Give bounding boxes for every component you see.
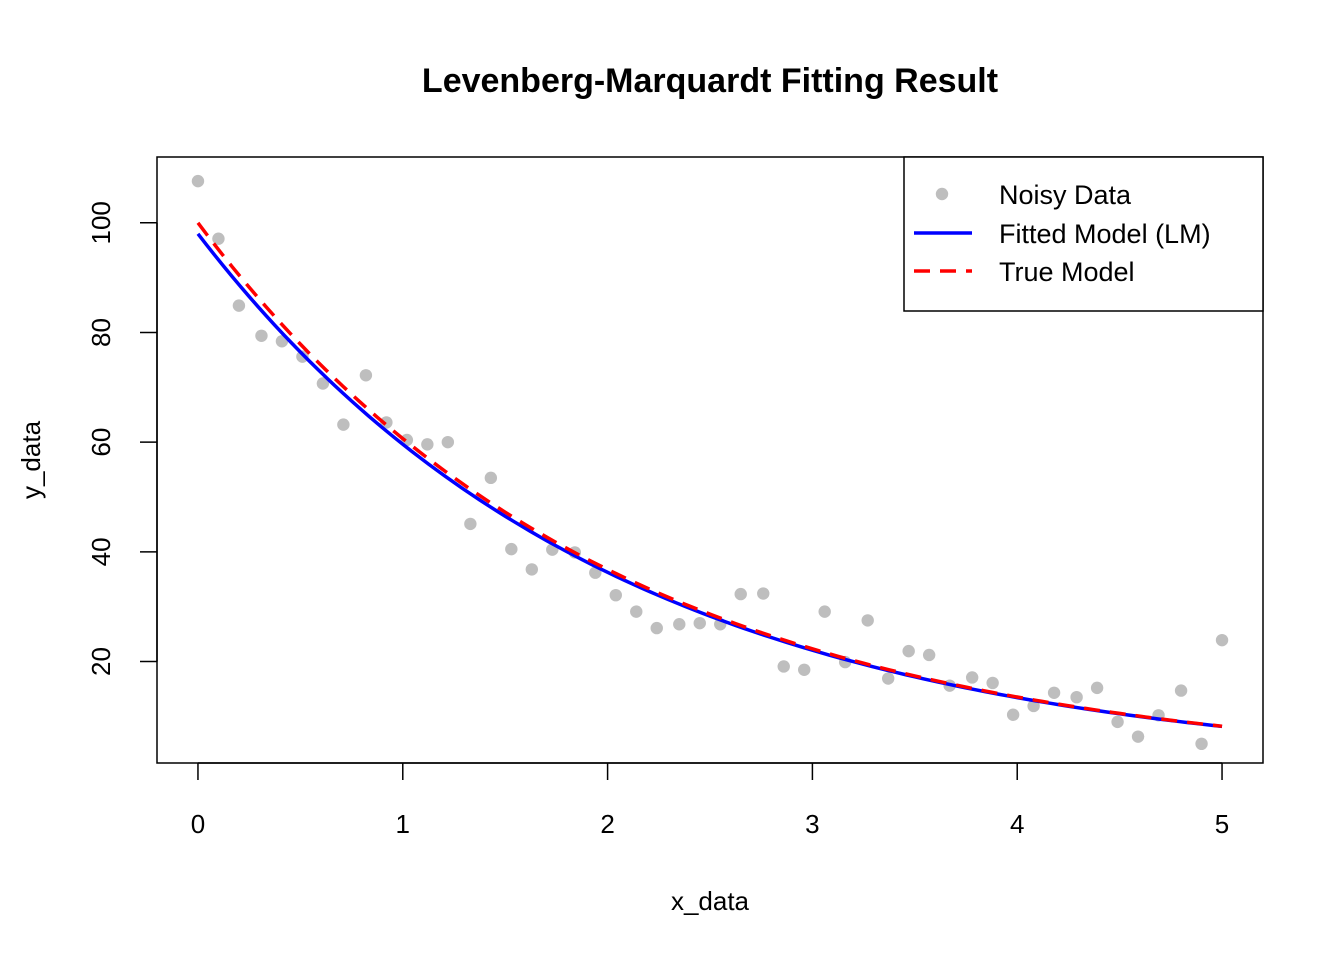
- data-point: [232, 299, 246, 312]
- data-point: [861, 614, 874, 627]
- data-point: [1027, 699, 1040, 713]
- legend-label: True Model: [999, 257, 1135, 287]
- y-tick-label: 20: [86, 647, 116, 676]
- data-point: [1070, 690, 1083, 704]
- model-curves: [196, 221, 1223, 729]
- fitted-model-line: [196, 232, 1223, 729]
- y-axis: 20 40 60 80 100: [86, 201, 158, 676]
- x-tick-label: 1: [396, 809, 410, 839]
- data-point: [1090, 681, 1104, 695]
- data-point: [650, 621, 663, 635]
- legend-label: Noisy Data: [999, 180, 1132, 210]
- data-point: [986, 676, 999, 690]
- data-point: [757, 587, 770, 600]
- y-axis-label: y_data: [16, 420, 46, 499]
- x-tick-label: 5: [1215, 809, 1229, 839]
- data-point: [484, 471, 498, 485]
- data-point: [673, 618, 686, 631]
- data-point: [1174, 684, 1188, 697]
- data-point: [337, 418, 350, 431]
- data-point: [630, 605, 643, 618]
- data-point: [1047, 686, 1061, 700]
- y-tick-label: 80: [86, 318, 116, 347]
- x-tick-label: 2: [600, 809, 614, 839]
- x-tick-label: 3: [805, 809, 819, 839]
- data-point: [296, 350, 309, 363]
- data-point: [902, 644, 915, 658]
- chart-title: Levenberg-Marquardt Fitting Result: [422, 62, 998, 100]
- x-axis-label: x_data: [671, 886, 750, 916]
- data-point: [441, 435, 455, 449]
- data-point: [212, 232, 225, 245]
- y-tick-label: 100: [86, 201, 116, 244]
- data-point: [734, 587, 747, 601]
- data-point: [1006, 708, 1020, 721]
- data-point: [359, 369, 373, 382]
- legend: Noisy Data Fitted Model (LM) True Model: [903, 156, 1264, 312]
- data-point: [777, 660, 790, 673]
- x-axis: 0 1 2 3 4 5: [191, 762, 1229, 839]
- x-tick-label: 4: [1010, 809, 1024, 839]
- data-point: [1131, 730, 1145, 743]
- data-point: [464, 517, 477, 531]
- data-point: [922, 648, 936, 662]
- true-model-line: [196, 221, 1223, 728]
- legend-label: Fitted Model (LM): [999, 219, 1211, 249]
- data-point: [798, 663, 811, 676]
- data-point: [505, 542, 518, 556]
- data-point: [609, 588, 622, 602]
- y-tick-label: 40: [86, 537, 116, 566]
- data-point: [525, 563, 539, 576]
- data-point: [380, 416, 393, 429]
- data-point: [421, 438, 434, 451]
- data-point: [881, 672, 895, 685]
- data-point: [191, 174, 205, 188]
- legend-swatch-points: [935, 187, 949, 201]
- data-point: [255, 329, 268, 342]
- data-point: [965, 671, 979, 684]
- data-point: [1215, 633, 1229, 647]
- data-point: [1195, 737, 1208, 751]
- x-tick-label: 0: [191, 809, 205, 839]
- data-point: [1111, 715, 1124, 729]
- data-point: [316, 377, 330, 390]
- data-point: [693, 616, 706, 630]
- y-tick-label: 60: [86, 428, 116, 457]
- data-point: [818, 605, 831, 618]
